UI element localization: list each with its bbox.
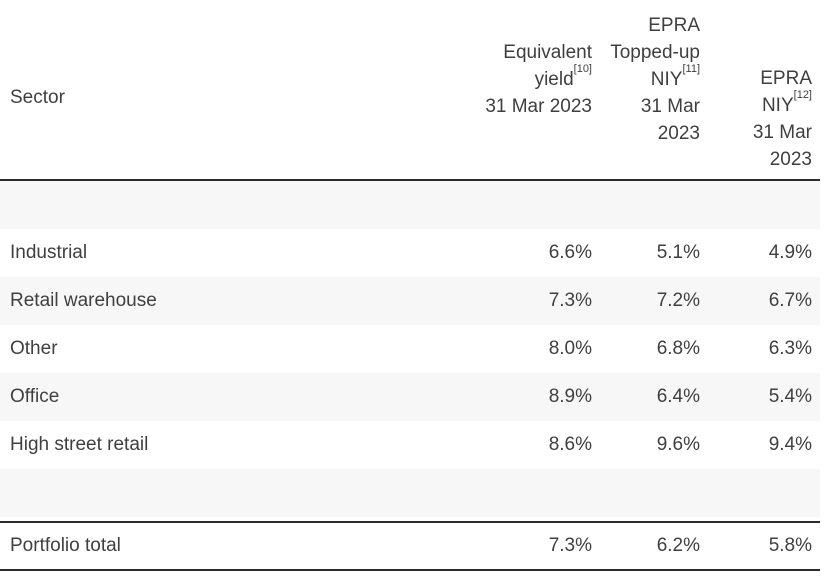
column-header-epra-niy: EPRA NIY[12] 31 Mar 2023 (700, 0, 820, 179)
epra-topped-up-niy-value: 6.4% (656, 386, 700, 407)
header-line: EPRA (700, 65, 812, 92)
equivalent-yield-value: 8.9% (548, 386, 592, 407)
sector-cell: Other (10, 338, 58, 359)
epra-niy-value: 5.8% (768, 535, 812, 556)
header-line: Sector (10, 84, 480, 111)
equivalent-yield-value: 6.6% (548, 242, 592, 263)
epra-niy-value: 6.3% (768, 338, 812, 359)
header-line-text: 31 Mar (752, 122, 812, 143)
equivalent-yield-value: 7.3% (548, 290, 592, 311)
header-line-text: 2023 (769, 149, 812, 170)
column-header-epra-topped-up-niy: EPRA Topped-up NIY[11] 31 Mar 2023 (592, 0, 700, 179)
header-line-text: 2023 (657, 123, 700, 144)
table-row-portfolio-total: Portfolio total 7.3% 6.2% 5.8% (0, 521, 820, 571)
header-line-text: NIY (650, 69, 683, 90)
header-line: Topped-up (592, 39, 700, 66)
spacer-row (0, 469, 820, 517)
table-row-office: Office 8.9% 6.4% 5.4% (0, 373, 820, 421)
header-line-text: Topped-up (610, 42, 700, 63)
footnote-ref-10: [10] (573, 62, 592, 75)
sector-cell: Retail warehouse (10, 290, 157, 311)
spacer-row (0, 181, 820, 229)
table-row-retail-warehouse: Retail warehouse 7.3% 7.2% 6.7% (0, 277, 820, 325)
header-line: Equivalent (480, 39, 592, 66)
table-header-row: Sector Equivalent yield[10] 31 Mar 2023 … (0, 0, 820, 181)
header-line-text: 31 Mar 2023 (485, 96, 592, 117)
header-line-text: yield (534, 69, 574, 90)
header-line: 31 Mar 2023 (480, 93, 592, 120)
header-line: EPRA (592, 12, 700, 39)
epra-topped-up-niy-value: 6.8% (656, 338, 700, 359)
epra-niy-value: 4.9% (768, 242, 812, 263)
sector-cell: Industrial (10, 242, 88, 263)
header-line-text: Sector (10, 87, 65, 108)
epra-niy-value: 5.4% (768, 386, 812, 407)
footnote-ref-11: [11] (682, 62, 700, 75)
header-line-text: EPRA (760, 68, 812, 89)
header-line: 31 Mar (700, 119, 812, 146)
epra-topped-up-niy-value: 6.2% (656, 535, 700, 556)
column-header-equivalent-yield: Equivalent yield[10] 31 Mar 2023 (480, 0, 592, 179)
header-line: NIY[12] (700, 88, 812, 119)
epra-niy-value: 6.7% (768, 290, 812, 311)
epra-topped-up-niy-value: 7.2% (656, 290, 700, 311)
epra-topped-up-niy-value: 5.1% (656, 242, 700, 263)
header-line: 31 Mar (592, 93, 700, 120)
header-line-text: EPRA (648, 15, 700, 36)
table-row-other: Other 8.0% 6.8% 6.3% (0, 325, 820, 373)
header-line-text: NIY (761, 95, 794, 116)
sector-cell: Office (10, 386, 60, 407)
sector-cell: High street retail (10, 434, 149, 455)
footnote-ref-12: [12] (793, 88, 812, 101)
sector-yields-table: Sector Equivalent yield[10] 31 Mar 2023 … (0, 0, 820, 571)
equivalent-yield-value: 8.6% (548, 434, 592, 455)
equivalent-yield-value: 7.3% (548, 535, 592, 556)
epra-topped-up-niy-value: 9.6% (656, 434, 700, 455)
header-line-text: Equivalent (503, 42, 592, 63)
header-line: 2023 (592, 120, 700, 147)
table-row-high-street-retail: High street retail 8.6% 9.6% 9.4% (0, 421, 820, 469)
header-line: NIY[11] (592, 62, 700, 93)
equivalent-yield-value: 8.0% (548, 338, 592, 359)
table-row-industrial: Industrial 6.6% 5.1% 4.9% (0, 229, 820, 277)
epra-niy-value: 9.4% (768, 434, 812, 455)
header-line: 2023 (700, 146, 812, 173)
total-row-gap (0, 517, 820, 521)
sector-cell: Portfolio total (10, 535, 121, 556)
column-header-sector: Sector (0, 0, 480, 179)
header-line: yield[10] (480, 62, 592, 93)
header-line-text: 31 Mar (640, 96, 700, 117)
